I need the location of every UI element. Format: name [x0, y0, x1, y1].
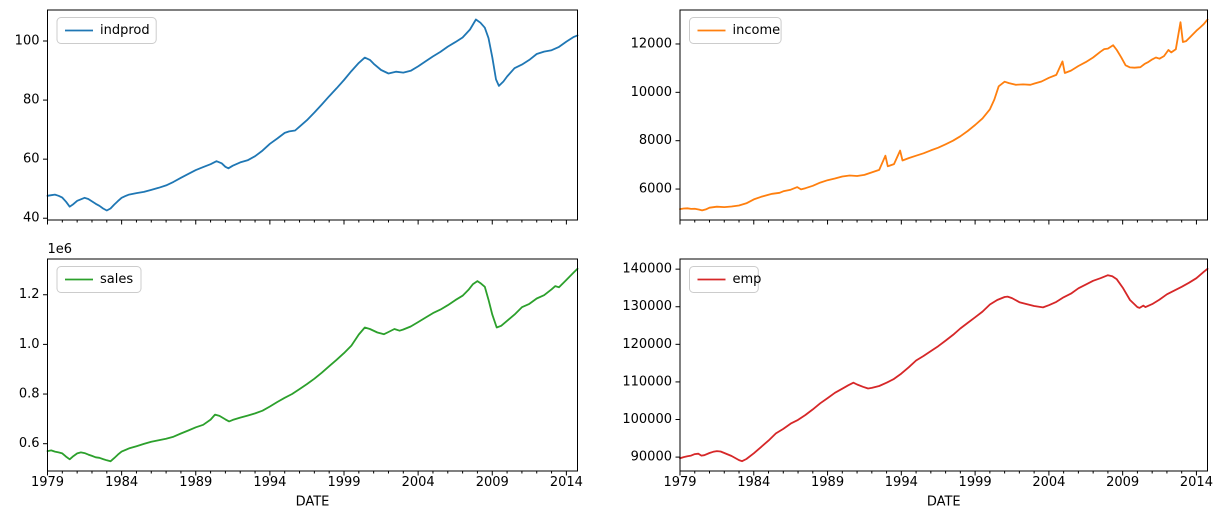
chart-income: 6000 8000 10000 12000 income — [631, 9, 1209, 225]
sales-x-tick-label: 1989 — [179, 475, 212, 490]
emp-legend: emp — [689, 266, 762, 293]
chart-indprod: 40 60 80 100 indprod — [15, 9, 579, 226]
indprod-legend-frame — [56, 17, 157, 44]
income-axes-frame — [679, 9, 1208, 221]
sales-offset-text: 1e6 — [48, 242, 73, 257]
sales-x-tick-label: 2014 — [550, 475, 583, 490]
sales-x-tick-label: 1994 — [253, 475, 286, 490]
indprod-y-tick-label: 100 — [15, 34, 40, 49]
sales-x-tick-label: 2004 — [402, 475, 435, 490]
indprod-y-axis: 40 60 80 100 — [15, 34, 48, 226]
emp-x-tick-label: 2004 — [1032, 475, 1065, 490]
indprod-line — [46, 18, 579, 212]
emp-x-tick-label: 1994 — [885, 475, 918, 490]
sales-y-tick-label: 0.6 — [19, 436, 40, 451]
emp-y-tick-label: 130000 — [622, 299, 672, 314]
income-y-tick-label: 6000 — [639, 182, 672, 197]
indprod-y-tick-label: 40 — [23, 211, 40, 226]
indprod-y-tick-label: 80 — [23, 93, 40, 108]
emp-x-tick-label: 1984 — [737, 475, 770, 490]
emp-line — [679, 267, 1209, 463]
emp-x-tick-label: 1989 — [811, 475, 844, 490]
emp-y-tick-label: 90000 — [631, 450, 672, 465]
emp-axes-frame — [679, 258, 1208, 472]
sales-axes-frame — [47, 258, 578, 472]
sales-x-tick-label: 1999 — [327, 475, 360, 490]
chart-sales: 1979 1984 1989 1994 1999 2004 2009 2014DATE0.60… — [19, 242, 583, 509]
emp-y-tick-label: 140000 — [622, 262, 672, 277]
sales-x-axis: 1979 1984 1989 1994 1999 2004 2009 2014 DATE — [31, 471, 583, 509]
sales-legend-label: sales — [100, 272, 133, 287]
income-y-tick-label: 10000 — [631, 85, 672, 100]
sales-x-tick-label: 2009 — [476, 475, 509, 490]
sales-legend: sales — [56, 266, 142, 293]
income-legend-frame — [689, 17, 782, 44]
income-line — [679, 18, 1209, 212]
income-x-axis — [679, 220, 1197, 225]
emp-x-tick-label: 1979 — [663, 475, 696, 490]
income-legend-label: income — [733, 23, 781, 38]
income-legend: income — [689, 17, 782, 44]
income-y-tick-label: 8000 — [639, 133, 672, 148]
sales-legend-frame — [56, 266, 142, 293]
indprod-x-axis — [47, 220, 567, 225]
sales-y-tick-label: 1.0 — [19, 337, 40, 352]
sales-x-tick-label: 1984 — [105, 475, 138, 490]
emp-x-tick-label: 2014 — [1180, 475, 1213, 490]
emp-y-tick-label: 110000 — [622, 374, 672, 389]
income-y-axis: 6000 8000 10000 12000 — [631, 36, 680, 197]
emp-y-tick-label: 100000 — [622, 412, 672, 427]
emp-x-tick-label: 1999 — [959, 475, 992, 490]
indprod-legend-label: indprod — [100, 23, 150, 38]
emp-x-axis-label: DATE — [927, 494, 961, 509]
emp-x-axis: 1979 1984 1989 1994 1999 2004 2009 2014 DATE — [663, 471, 1213, 509]
indprod-y-tick-label: 60 — [23, 152, 40, 167]
income-y-tick-label: 12000 — [631, 36, 672, 51]
emp-y-tick-label: 120000 — [622, 337, 672, 352]
emp-legend-label: emp — [733, 272, 762, 287]
sales-y-tick-label: 1.2 — [19, 287, 40, 302]
sales-y-tick-label: 0.8 — [19, 387, 40, 402]
sales-line — [46, 267, 579, 463]
indprod-legend: indprod — [56, 17, 157, 44]
emp-x-tick-label: 2009 — [1106, 475, 1139, 490]
sales-y-axis: 0.6 0.8 1.0 1.2 — [19, 287, 48, 451]
indprod-axes-frame — [47, 9, 578, 221]
emp-y-axis: 90000 100000 110000 120000 130000 140000 — [622, 262, 680, 465]
sales-x-axis-label: DATE — [296, 494, 330, 509]
sales-x-tick-label: 1979 — [31, 475, 64, 490]
chart-emp: 1979 1984 1989 1994 1999 2004 2009 2014 DATE 9000… — [622, 258, 1213, 509]
